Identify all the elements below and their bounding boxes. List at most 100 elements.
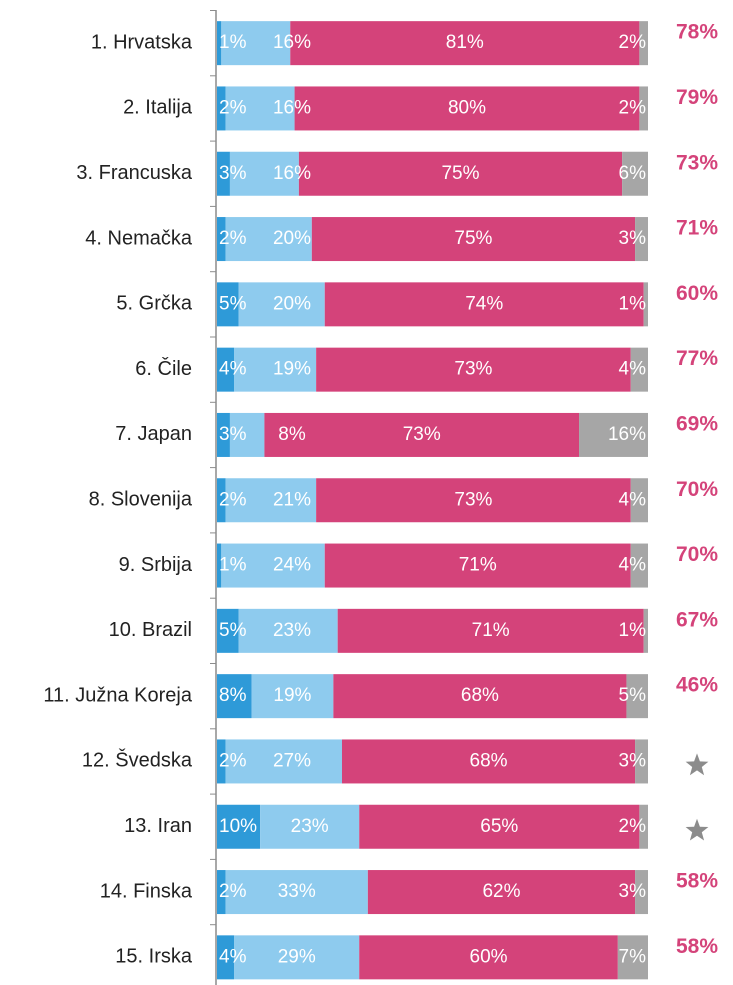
data-label: 81% [446, 32, 484, 53]
side-value: 58% [676, 870, 718, 893]
side-value: 46% [676, 674, 718, 697]
data-label: 80% [448, 97, 486, 118]
data-label: 16% [608, 424, 646, 445]
bar-segment [639, 21, 648, 66]
data-label: 23% [273, 620, 311, 641]
bar-segment [630, 347, 648, 392]
category-label: 7. Japan [115, 423, 192, 445]
bar-segment [217, 347, 235, 392]
bar-segment [229, 151, 299, 196]
data-label: 29% [278, 946, 316, 967]
data-label: 4% [219, 359, 247, 380]
category-label: 13. Iran [124, 815, 192, 837]
bar-segment [359, 935, 618, 980]
side-value: 77% [676, 347, 718, 370]
bar-segment [324, 282, 644, 327]
bar-segment [579, 412, 648, 457]
data-label: 71% [459, 555, 497, 576]
data-label: 2% [619, 816, 647, 837]
side-value: 70% [676, 543, 718, 566]
bar-segment [337, 608, 644, 653]
bar-segment [311, 217, 636, 262]
data-label: 1% [219, 555, 247, 576]
bar-segment [643, 608, 648, 653]
data-label: 33% [278, 881, 316, 902]
side-value: 73% [676, 151, 718, 174]
data-label: 4% [219, 946, 247, 967]
bar-segment [217, 478, 226, 523]
side-value: 58% [676, 935, 718, 958]
data-label: 2% [219, 881, 247, 902]
data-label: 2% [219, 489, 247, 510]
data-label: 8% [278, 424, 306, 445]
data-label: 6% [619, 163, 647, 184]
bar-segment [217, 935, 235, 980]
data-label: 3% [619, 750, 647, 771]
bar-segment [221, 21, 291, 66]
data-label: 65% [480, 816, 518, 837]
data-label: 16% [273, 32, 311, 53]
category-label: 8. Slovenija [89, 489, 193, 511]
data-label: 3% [219, 424, 247, 445]
bar-segment [626, 674, 648, 719]
bar-segment [622, 151, 648, 196]
data-label: 8% [219, 685, 247, 706]
data-label: 19% [273, 685, 311, 706]
category-label: 5. Grčka [116, 293, 192, 315]
bar-segment [221, 543, 325, 588]
bar-segment [333, 674, 627, 719]
data-label: 75% [454, 228, 492, 249]
data-label: 24% [273, 555, 311, 576]
category-label: 3. Francuska [76, 162, 192, 184]
data-label: 4% [619, 359, 647, 380]
data-label: 73% [403, 424, 441, 445]
data-label: 62% [482, 881, 520, 902]
bar-segment [294, 86, 640, 131]
data-label: 74% [465, 293, 503, 314]
category-label: 11. Južna Koreja [43, 684, 192, 706]
data-label: 68% [470, 750, 508, 771]
data-label: 5% [219, 293, 247, 314]
side-value: 67% [676, 608, 718, 631]
bar-segment [217, 151, 230, 196]
category-label: 14. Finska [100, 880, 193, 902]
side-value: 79% [676, 86, 718, 109]
data-label: 4% [619, 489, 647, 510]
category-label: 1. Hrvatska [91, 31, 193, 53]
bar-segment [217, 608, 239, 653]
data-label: 23% [291, 816, 329, 837]
bar-segment [238, 608, 338, 653]
data-label: 19% [273, 359, 311, 380]
bar-segment [217, 21, 222, 66]
category-label: 10. Brazil [109, 619, 192, 641]
data-label: 1% [219, 32, 247, 53]
bar-segment [217, 412, 230, 457]
data-label: 2% [619, 32, 647, 53]
bar-segment [643, 282, 648, 327]
bar-segment [217, 282, 239, 327]
data-label: 2% [219, 228, 247, 249]
data-label: 20% [273, 293, 311, 314]
star-icon [685, 818, 709, 841]
bar-segment [630, 478, 648, 523]
data-label: 10% [219, 816, 257, 837]
data-label: 5% [219, 620, 247, 641]
side-value: 70% [676, 478, 718, 501]
data-label: 16% [273, 97, 311, 118]
bar-segment [251, 674, 334, 719]
bar-segment [316, 478, 631, 523]
bar-segment [217, 804, 261, 849]
bar-segment [617, 935, 648, 980]
bar-segment [225, 870, 368, 915]
bar-segment [635, 870, 648, 915]
data-label: 2% [219, 97, 247, 118]
category-label: 2. Italija [123, 97, 193, 119]
bar-segment [635, 217, 648, 262]
data-label: 16% [273, 163, 311, 184]
bar-segment [225, 478, 317, 523]
bar-segment [217, 86, 226, 131]
data-label: 27% [273, 750, 311, 771]
bar-segment [359, 804, 640, 849]
